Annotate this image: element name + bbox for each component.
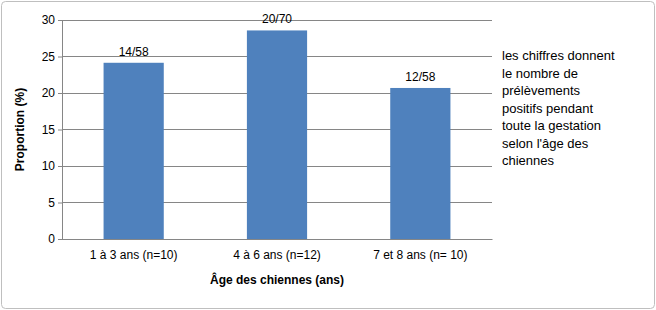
annotation-line: selon l'âge des xyxy=(502,136,589,151)
x-tick-label: 1 à 3 ans (n=10) xyxy=(90,248,178,262)
y-tick: 20 xyxy=(42,86,62,100)
y-tick-mark xyxy=(58,166,62,167)
annotation-line: toute la gestation xyxy=(502,118,601,133)
y-tick: 30 xyxy=(42,13,62,27)
y-axis: 0 5 10 15 20 25 30 xyxy=(42,13,63,246)
x-axis-title: Âge des chiennes (ans) xyxy=(210,272,344,287)
x-axis: 1 à 3 ans (n=10) 4 à 6 ans (n=12) 7 et 8 a… xyxy=(63,239,493,262)
y-tick-mark xyxy=(58,130,62,131)
y-tick-label: 10 xyxy=(42,159,56,173)
y-axis-title: Proportion (%) xyxy=(13,88,27,171)
annotation-line: prélèvements xyxy=(502,83,581,98)
y-tick: 15 xyxy=(42,123,62,137)
x-axis-line xyxy=(63,239,493,240)
y-tick: 10 xyxy=(42,159,62,173)
grid xyxy=(62,20,492,239)
bar xyxy=(390,88,450,239)
y-tick: 25 xyxy=(42,50,62,64)
chart-frame xyxy=(2,2,655,309)
y-tick-mark xyxy=(58,239,62,240)
data-label: 12/58 xyxy=(405,70,435,84)
y-tick-mark xyxy=(58,203,62,204)
x-tick: 4 à 6 ans (n=12) xyxy=(233,239,321,262)
y-axis-line xyxy=(62,21,63,240)
x-tick-label: 7 et 8 ans (n= 10) xyxy=(373,248,467,262)
annotation: les chiffres donnent le nombre de prélèvem… xyxy=(502,48,615,168)
bar xyxy=(247,30,307,239)
x-tick-label: 4 à 6 ans (n=12) xyxy=(233,248,321,262)
x-tick: 7 et 8 ans (n= 10) xyxy=(373,239,467,262)
y-tick: 0 xyxy=(48,232,62,246)
y-tick-mark xyxy=(58,93,62,94)
y-tick-label: 20 xyxy=(42,86,56,100)
annotation-line: le nombre de xyxy=(502,66,578,81)
annotation-line: les chiffres donnent xyxy=(502,48,615,63)
y-tick-label: 5 xyxy=(48,196,55,210)
data-label: 14/58 xyxy=(119,45,149,59)
y-tick-mark xyxy=(58,57,62,58)
data-label: 20/70 xyxy=(262,12,292,26)
annotation-line: positifs pendant xyxy=(502,101,593,116)
y-tick: 5 xyxy=(48,196,62,210)
annotation-line: chiennes xyxy=(502,153,555,168)
y-tick-label: 15 xyxy=(42,123,56,137)
bars xyxy=(104,30,451,239)
x-tick: 1 à 3 ans (n=10) xyxy=(90,239,178,262)
y-tick-label: 25 xyxy=(42,50,56,64)
bar xyxy=(104,63,164,239)
chart: 0 5 10 15 20 25 30 1 à 3 ans (n=10) 4 à 6 ans (n… xyxy=(0,0,656,310)
y-tick-label: 0 xyxy=(48,232,55,246)
y-tick-label: 30 xyxy=(42,13,56,27)
y-tick-mark xyxy=(58,20,62,21)
data-labels: 14/58 20/70 12/58 xyxy=(119,12,436,84)
plot: 0 5 10 15 20 25 30 1 à 3 ans (n=10) 4 à 6 ans (n… xyxy=(42,12,493,261)
